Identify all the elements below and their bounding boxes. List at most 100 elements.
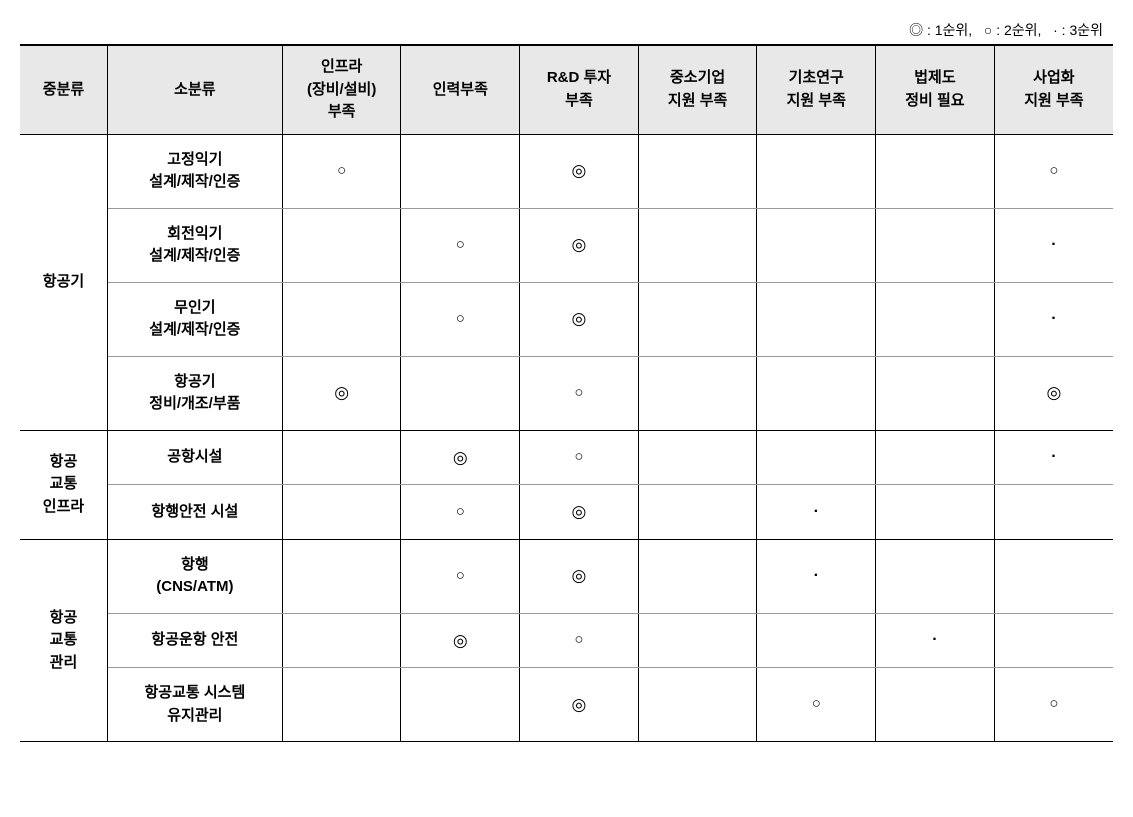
data-cell — [638, 539, 757, 613]
data-cell — [282, 485, 401, 540]
legend-rank3: · : 3순위 — [1053, 22, 1103, 38]
data-cell — [638, 208, 757, 282]
priority-matrix-table: 중분류 소분류 인프라(장비/설비)부족 인력부족 R&D 투자부족 중소기업지… — [20, 44, 1113, 742]
rank-symbol-2: ○ — [574, 382, 583, 405]
data-cell: ○ — [401, 539, 520, 613]
data-cell: ◎ — [520, 282, 639, 356]
rank-symbol-2: ○ — [574, 629, 583, 652]
subcategory-cell: 회전익기설계/제작/인증 — [107, 208, 282, 282]
col-legal: 법제도정비 필요 — [876, 45, 995, 134]
data-cell — [876, 356, 995, 430]
data-cell: ○ — [401, 485, 520, 540]
rank-symbol-2: ○ — [456, 565, 465, 588]
table-row: 항공교통 시스템유지관리 ◎ ○ ○ — [20, 668, 1113, 742]
data-cell: ○ — [401, 208, 520, 282]
table-row: 항공운항 안전 ◎ ○ · — [20, 613, 1113, 668]
data-cell: ○ — [282, 134, 401, 208]
data-cell — [876, 539, 995, 613]
category-cell: 항공교통관리 — [20, 539, 107, 742]
data-cell: ◎ — [282, 356, 401, 430]
category-cell: 항공교통인프라 — [20, 430, 107, 539]
col-manpower: 인력부족 — [401, 45, 520, 134]
rank-symbol-2: ○ — [812, 693, 821, 716]
table-row: 항공교통관리항행(CNS/ATM)○◎· — [20, 539, 1113, 613]
rank-symbol-3: · — [814, 500, 819, 524]
data-cell — [282, 668, 401, 742]
table-row: 항공교통인프라공항시설◎○· — [20, 430, 1113, 485]
data-cell — [757, 208, 876, 282]
data-cell — [282, 282, 401, 356]
rank-symbol-1: ◎ — [572, 692, 587, 718]
rank-symbol-3: · — [814, 564, 819, 588]
data-cell — [638, 134, 757, 208]
rank-symbol-2: ○ — [456, 501, 465, 524]
rank-symbol-1: ◎ — [572, 563, 587, 589]
data-cell: ◎ — [401, 613, 520, 668]
data-cell — [994, 613, 1113, 668]
col-infra: 인프라(장비/설비)부족 — [282, 45, 401, 134]
rank-symbol-1: ◎ — [453, 628, 468, 654]
rank-symbol-2: ○ — [337, 160, 346, 183]
data-cell: ◎ — [994, 356, 1113, 430]
table-row: 항행안전 시설○◎· — [20, 485, 1113, 540]
data-cell — [282, 208, 401, 282]
subcategory-cell: 항행안전 시설 — [107, 485, 282, 540]
table-body: 항공기고정익기설계/제작/인증○◎○회전익기설계/제작/인증○◎·무인기설계/제… — [20, 134, 1113, 742]
rank-symbol-1: ◎ — [572, 232, 587, 258]
data-cell — [638, 613, 757, 668]
subcategory-cell: 고정익기설계/제작/인증 — [107, 134, 282, 208]
data-cell — [757, 430, 876, 485]
data-cell — [757, 134, 876, 208]
rank-symbol-2: ○ — [456, 234, 465, 257]
rank-symbol-1: ◎ — [334, 380, 349, 406]
data-cell — [876, 134, 995, 208]
data-cell — [757, 282, 876, 356]
subcategory-cell: 항행(CNS/ATM) — [107, 539, 282, 613]
data-cell: ◎ — [401, 430, 520, 485]
subcategory-cell: 항공기정비/개조/부품 — [107, 356, 282, 430]
data-cell — [638, 282, 757, 356]
data-cell: · — [994, 430, 1113, 485]
data-cell — [994, 539, 1113, 613]
data-cell: ○ — [520, 613, 639, 668]
data-cell — [401, 668, 520, 742]
category-cell: 항공기 — [20, 134, 107, 430]
data-cell: · — [757, 539, 876, 613]
rank-symbol-3: · — [1051, 445, 1056, 469]
col-category: 중분류 — [20, 45, 107, 134]
rank-symbol-2: ○ — [1049, 160, 1058, 183]
subcategory-cell: 항공운항 안전 — [107, 613, 282, 668]
col-sme: 중소기업지원 부족 — [638, 45, 757, 134]
rank-symbol-3: · — [932, 628, 937, 652]
rank-symbol-1: ◎ — [1046, 380, 1061, 406]
data-cell — [401, 356, 520, 430]
data-cell: ○ — [757, 668, 876, 742]
rank-symbol-1: ◎ — [453, 445, 468, 471]
subcategory-cell: 항공교통 시스템유지관리 — [107, 668, 282, 742]
data-cell — [638, 356, 757, 430]
legend-rank1: ◎ : 1순위, — [909, 22, 972, 38]
table-row: 회전익기설계/제작/인증○◎· — [20, 208, 1113, 282]
data-cell: ◎ — [520, 668, 639, 742]
data-cell — [282, 430, 401, 485]
data-cell — [282, 539, 401, 613]
data-cell — [757, 356, 876, 430]
data-cell: · — [876, 613, 995, 668]
rank-symbol-3: · — [1051, 307, 1056, 331]
data-cell: · — [994, 282, 1113, 356]
data-cell: ○ — [994, 134, 1113, 208]
data-cell — [876, 668, 995, 742]
col-subcategory: 소분류 — [107, 45, 282, 134]
data-cell — [876, 208, 995, 282]
col-basic-research: 기초연구지원 부족 — [757, 45, 876, 134]
data-cell — [638, 485, 757, 540]
rank-symbol-2: ○ — [456, 308, 465, 331]
data-cell — [876, 485, 995, 540]
subcategory-cell: 무인기설계/제작/인증 — [107, 282, 282, 356]
data-cell: ◎ — [520, 134, 639, 208]
rank-symbol-1: ◎ — [572, 306, 587, 332]
legend-rank2: ○ : 2순위, — [984, 22, 1042, 38]
data-cell: · — [757, 485, 876, 540]
data-cell: ○ — [994, 668, 1113, 742]
table-row: 무인기설계/제작/인증 ○ ◎ · — [20, 282, 1113, 356]
